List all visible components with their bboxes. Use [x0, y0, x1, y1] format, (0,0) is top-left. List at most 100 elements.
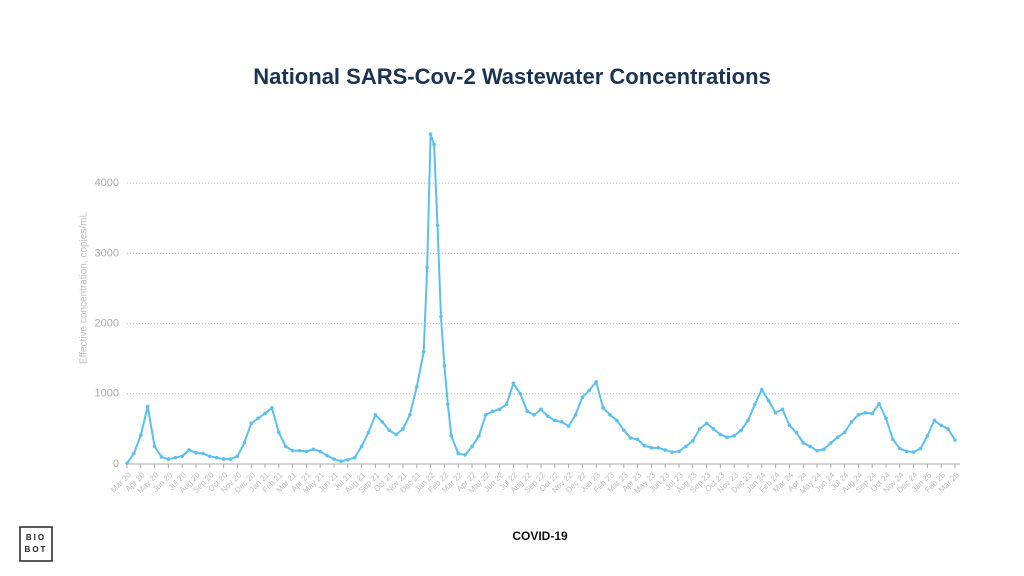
data-point — [918, 446, 923, 451]
data-point — [311, 447, 316, 452]
data-point — [373, 413, 378, 417]
y-tick-label: 3000 — [95, 247, 119, 259]
data-point — [446, 402, 450, 407]
data-point — [601, 406, 605, 410]
y-axis-label: Effective concentration, copies/mL — [79, 212, 90, 365]
data-point — [946, 427, 950, 431]
data-point — [490, 409, 495, 414]
data-point — [932, 418, 937, 423]
data-point — [180, 454, 184, 459]
data-point — [159, 455, 164, 459]
data-point — [359, 444, 364, 449]
data-point — [270, 406, 274, 410]
data-point — [628, 436, 633, 440]
data-point — [635, 437, 640, 442]
data-point — [194, 450, 198, 455]
data-point — [497, 407, 502, 412]
data-point — [525, 409, 529, 414]
data-point — [794, 430, 799, 435]
data-point — [511, 381, 516, 386]
data-point — [304, 449, 309, 454]
data-point — [808, 444, 812, 449]
data-point — [787, 423, 792, 428]
data-point — [856, 413, 861, 417]
data-point — [208, 454, 212, 459]
logo-text: BOT — [25, 545, 48, 554]
data-point — [677, 449, 681, 454]
data-point — [863, 410, 868, 415]
data-point — [439, 314, 443, 319]
data-point — [504, 402, 509, 407]
data-point — [539, 407, 543, 412]
data-point — [235, 454, 240, 459]
data-point — [428, 132, 433, 136]
data-point — [911, 450, 916, 454]
data-point — [449, 434, 454, 438]
x-axis-label: COVID-19 — [512, 529, 568, 543]
data-point — [822, 447, 826, 452]
logo-text: BIO — [26, 533, 46, 542]
data-point — [760, 387, 764, 392]
data-point — [380, 420, 385, 424]
data-point — [670, 450, 674, 454]
data-point — [656, 446, 661, 450]
data-point — [566, 424, 571, 428]
data-point — [425, 265, 429, 270]
data-point — [739, 428, 743, 433]
data-point — [132, 451, 136, 456]
data-point — [939, 423, 943, 428]
data-point — [573, 413, 578, 417]
data-point — [290, 448, 295, 453]
data-point — [339, 459, 343, 463]
data-point — [684, 444, 688, 449]
data-point — [387, 428, 392, 433]
data-point — [401, 427, 405, 431]
data-point — [815, 448, 819, 453]
data-point — [318, 449, 323, 454]
data-point — [145, 404, 150, 409]
data-point — [166, 457, 171, 461]
data-point — [622, 428, 626, 433]
data-point — [753, 402, 757, 407]
data-point — [242, 441, 247, 445]
data-point — [408, 413, 412, 417]
data-point — [221, 457, 226, 461]
data-point — [835, 435, 840, 440]
data-point — [725, 435, 730, 440]
data-point — [249, 421, 253, 426]
data-point — [173, 455, 178, 460]
data-point — [746, 418, 750, 423]
data-point — [442, 363, 447, 368]
data-point — [125, 461, 129, 466]
data-point — [766, 399, 771, 403]
data-point — [649, 446, 654, 450]
data-point — [842, 430, 847, 435]
chart-title: National SARS-Cov-2 Wastewater Concentra… — [253, 64, 771, 89]
data-point — [615, 418, 619, 423]
data-point — [366, 430, 371, 435]
data-point — [925, 434, 930, 438]
data-point — [325, 453, 329, 458]
data-point — [277, 430, 281, 435]
y-tick-label: 1000 — [95, 388, 119, 400]
data-point — [546, 414, 550, 419]
data-point — [484, 413, 488, 417]
y-tick-label: 4000 — [95, 177, 119, 189]
data-point — [594, 380, 598, 384]
data-point — [477, 434, 481, 438]
data-point — [773, 410, 778, 415]
data-point — [904, 449, 909, 454]
data-point — [884, 416, 888, 421]
data-point — [152, 444, 157, 449]
data-point — [870, 411, 874, 416]
data-point — [718, 432, 723, 437]
data-point — [877, 401, 881, 406]
data-point — [470, 444, 474, 449]
data-point — [201, 451, 205, 456]
logo-box — [19, 526, 53, 562]
y-tick-label: 2000 — [95, 317, 119, 329]
data-point — [332, 457, 336, 461]
data-point — [187, 448, 191, 452]
data-point — [346, 457, 350, 462]
